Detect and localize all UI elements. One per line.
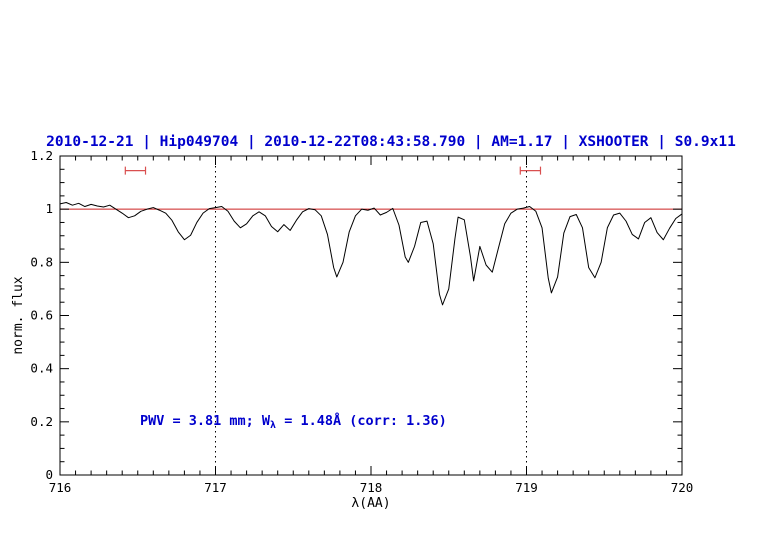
pwv-annotation-suffix: = 1.48Å (corr: 1.36) <box>276 413 447 429</box>
x-axis-label: λ(AA) <box>351 496 390 511</box>
y-tick-label: 0.2 <box>30 414 53 429</box>
lambda-subscript: λ <box>270 420 277 431</box>
x-tick-label: 716 <box>49 480 72 495</box>
y-tick-label: 0 <box>45 467 53 482</box>
x-tick-label: 718 <box>360 480 383 495</box>
y-axis-label: norm. flux <box>11 276 26 354</box>
x-tick-label: 717 <box>204 480 227 495</box>
y-tick-label: 0.8 <box>30 254 53 269</box>
y-tick-label: 0.6 <box>30 308 53 323</box>
plot-title: 2010-12-21 | Hip049704 | 2010-12-22T08:4… <box>46 134 736 150</box>
x-tick-label: 719 <box>515 480 538 495</box>
x-tick-label: 720 <box>671 480 694 495</box>
y-tick-label: 1.2 <box>30 148 53 163</box>
spectrum-line <box>59 202 683 306</box>
pwv-annotation: PWV = 3.81 mm; Wλ = 1.48Å (corr: 1.36) <box>140 413 447 431</box>
y-tick-label: 1 <box>45 201 53 216</box>
y-tick-label: 0.4 <box>30 361 53 376</box>
pwv-annotation-prefix: PWV = 3.81 mm; W <box>140 413 271 429</box>
